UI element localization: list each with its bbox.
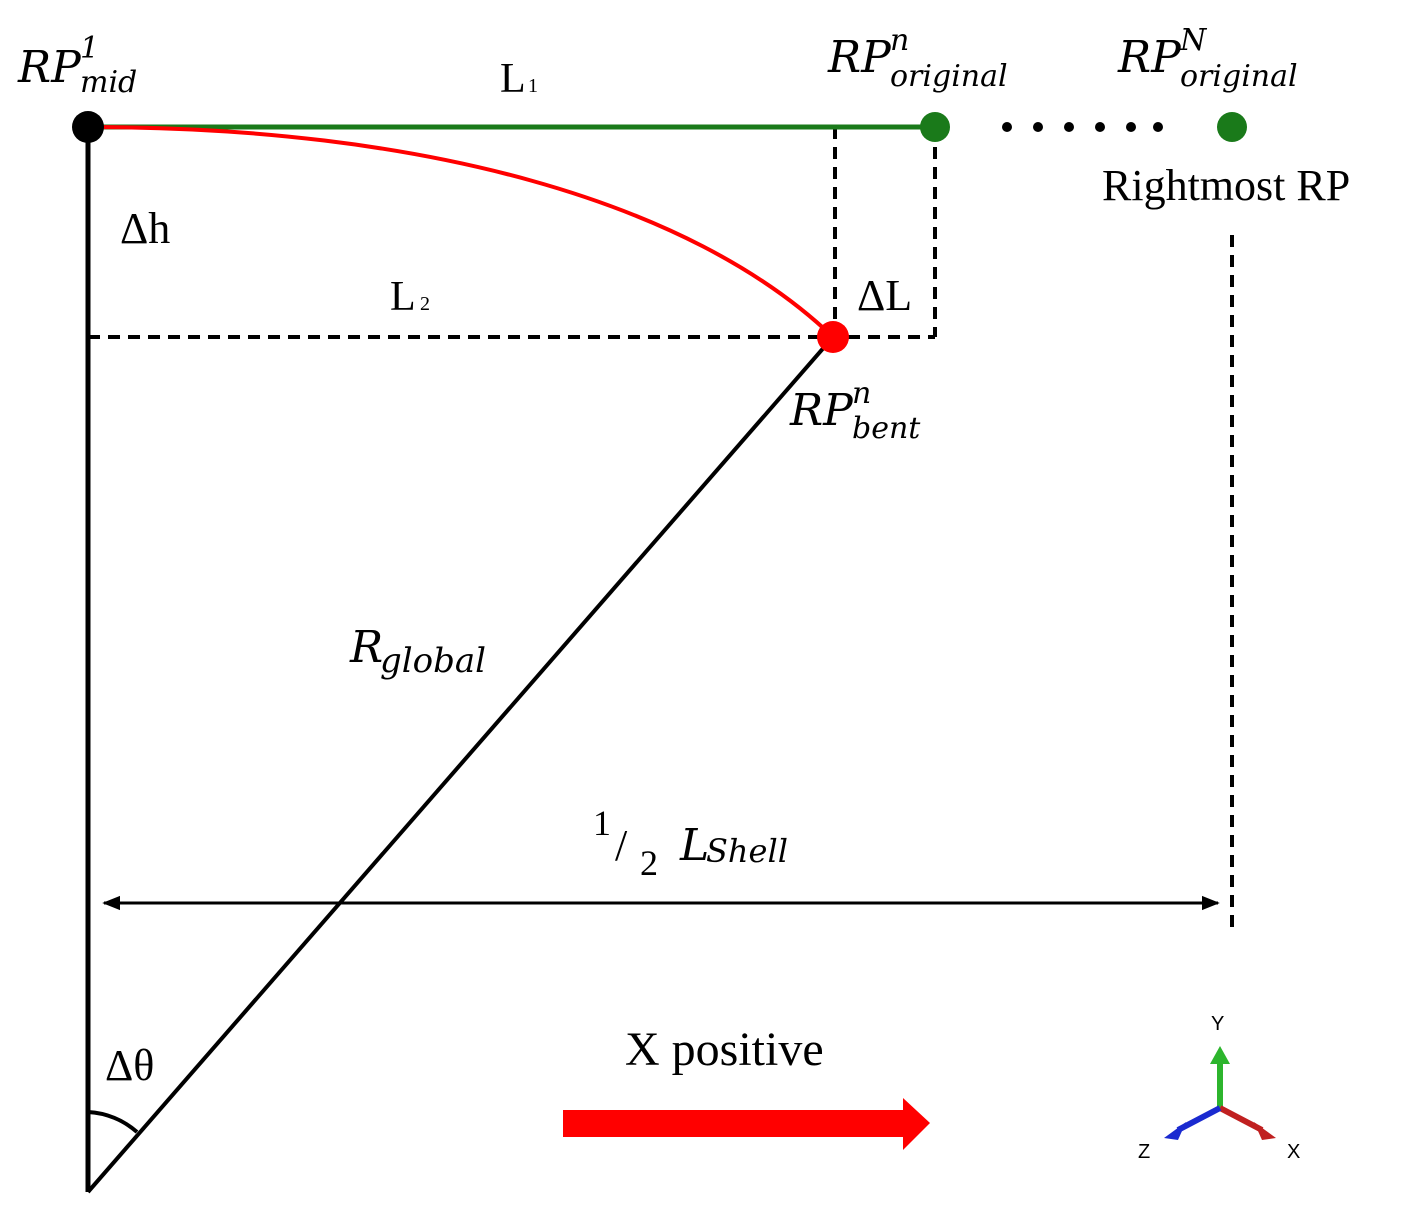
label: ΔL bbox=[857, 271, 912, 320]
slash: / bbox=[615, 821, 628, 870]
num: 1 bbox=[593, 803, 611, 843]
text: RP bbox=[17, 42, 82, 93]
sub: bent bbox=[852, 411, 921, 446]
radius-line bbox=[86, 335, 835, 1194]
sub: original bbox=[890, 59, 1008, 94]
text: L bbox=[500, 56, 526, 102]
mid-point bbox=[72, 111, 104, 143]
text: L bbox=[390, 274, 416, 320]
axis-label: Y bbox=[1211, 1013, 1224, 1035]
angle-arc bbox=[87, 1110, 139, 1134]
label: Δθ bbox=[105, 1041, 154, 1090]
label: 1/ 2 LShell bbox=[593, 803, 788, 883]
ellipsis bbox=[1002, 122, 1163, 132]
text: L bbox=[679, 820, 709, 871]
dashed-lines bbox=[88, 127, 1234, 928]
label: RPn original bbox=[827, 23, 1008, 94]
label: RP1 mid bbox=[17, 31, 137, 100]
sub: Shell bbox=[706, 832, 788, 870]
den: 2 bbox=[640, 843, 658, 883]
text: RP bbox=[789, 385, 854, 436]
text: RP bbox=[827, 32, 892, 83]
sub: 2 bbox=[420, 293, 430, 315]
sup: 1 bbox=[80, 31, 99, 66]
sup: n bbox=[852, 376, 871, 411]
text: R bbox=[349, 622, 383, 673]
axis-label: X bbox=[1287, 1141, 1300, 1163]
label: Δh bbox=[120, 204, 170, 253]
label: Rightmost RP bbox=[1102, 161, 1350, 210]
sub: original bbox=[1180, 59, 1298, 94]
axis-label: Z bbox=[1138, 1141, 1150, 1163]
label: X positive bbox=[625, 1023, 824, 1076]
bent-curve bbox=[87, 125, 835, 339]
text: RP bbox=[1117, 32, 1182, 83]
label: RPn bent bbox=[789, 376, 921, 446]
sub: global bbox=[380, 641, 486, 681]
bent-point bbox=[817, 321, 849, 353]
direction-arrow bbox=[563, 1098, 930, 1150]
label: Rglobal bbox=[349, 622, 486, 681]
sub: 1 bbox=[528, 75, 538, 97]
sup: n bbox=[890, 23, 909, 58]
rightmost-point bbox=[1217, 112, 1247, 142]
label: RPN original bbox=[1117, 23, 1298, 94]
original-point bbox=[920, 112, 950, 142]
sub: mid bbox=[80, 65, 137, 100]
sup: N bbox=[1179, 23, 1208, 58]
axis-triad bbox=[1164, 1046, 1276, 1140]
